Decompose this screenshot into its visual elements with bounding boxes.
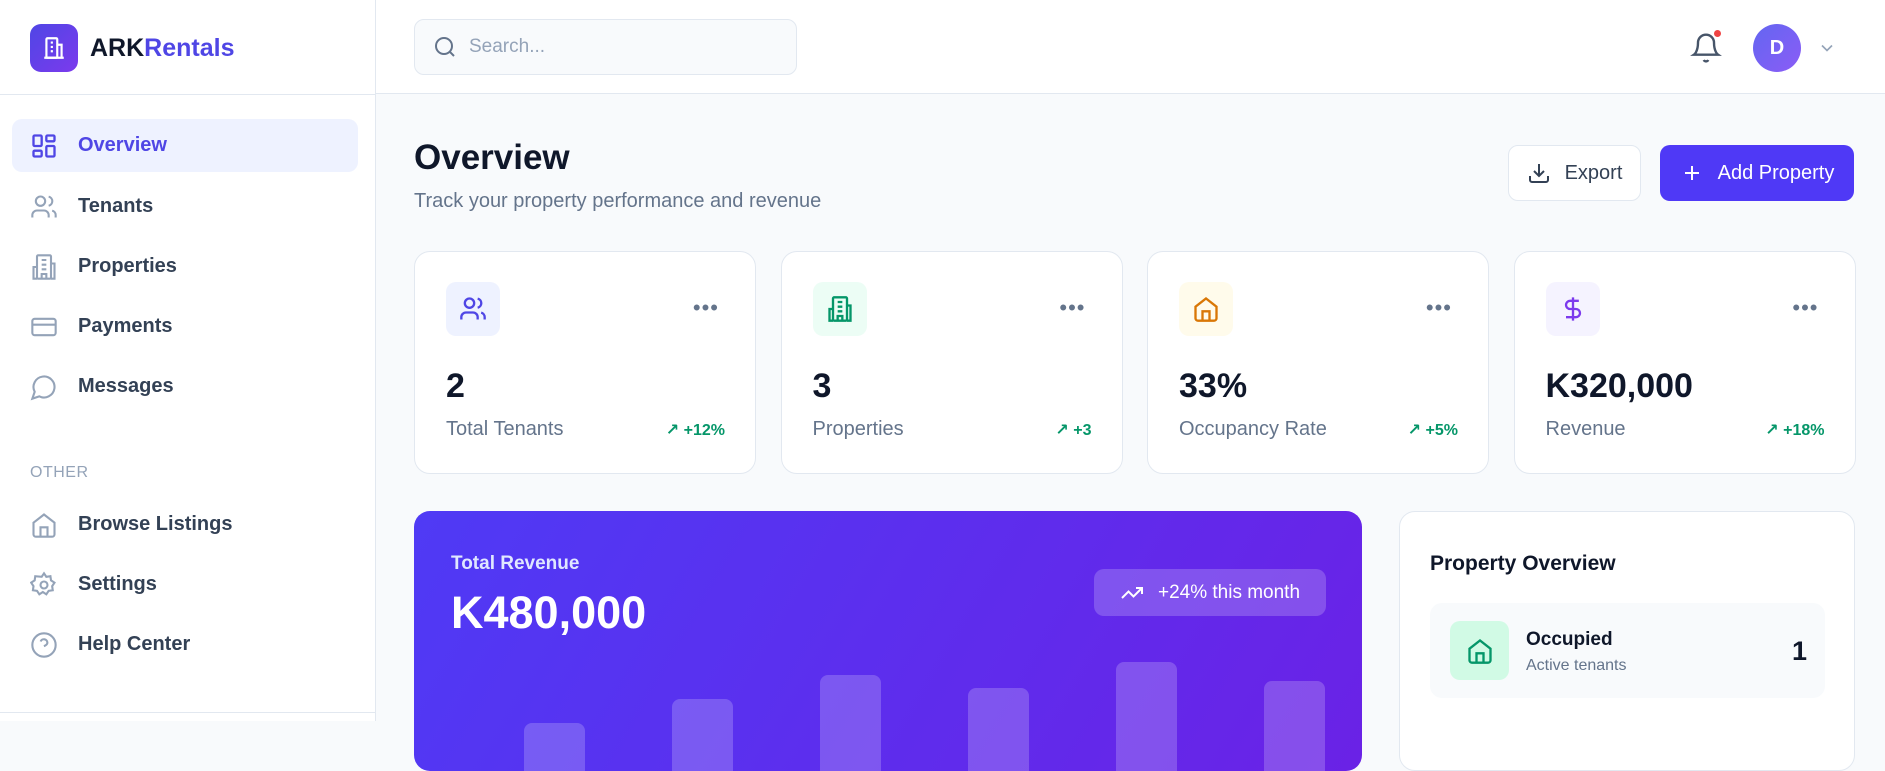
more-options-icon[interactable]: ••• xyxy=(1059,295,1086,320)
stat-change-value: +18% xyxy=(1783,422,1825,439)
stat-label: Total Tenants xyxy=(446,418,564,440)
home-icon xyxy=(1179,282,1233,336)
arrow-up-right-icon: ↗ xyxy=(665,422,684,439)
building-icon xyxy=(812,282,867,336)
add-property-label: Add Property xyxy=(1717,161,1835,184)
building-icon xyxy=(32,253,56,280)
sidebar-item-label: Help Center xyxy=(78,633,191,655)
revenue-bar xyxy=(1116,662,1177,771)
revenue-badge-text: +24% this month xyxy=(1157,581,1301,603)
sidebar-item-messages[interactable]: Messages xyxy=(12,360,358,413)
sidebar-item-help-center[interactable]: Help Center xyxy=(12,618,358,671)
sidebar-item-label: Properties xyxy=(78,255,177,277)
row-name: Occupied xyxy=(1526,629,1613,650)
chevron-down-icon[interactable] xyxy=(1817,38,1837,58)
stat-value: 33% xyxy=(1179,367,1248,405)
logo[interactable]: ARKRentals xyxy=(30,24,234,72)
sidebar-item-label: Tenants xyxy=(78,195,154,217)
sidebar-item-label: Browse Listings xyxy=(78,513,233,535)
dollar-icon xyxy=(1545,282,1600,336)
sidebar-item-browse-listings[interactable]: Browse Listings xyxy=(12,498,358,551)
stat-label: Occupancy Rate xyxy=(1179,418,1327,440)
page-title: Overview xyxy=(414,138,570,177)
stat-label: Properties xyxy=(812,418,904,440)
row-count: 1 xyxy=(1791,636,1807,666)
brand-name-a: ARK xyxy=(90,33,145,62)
stat-value: 2 xyxy=(446,367,465,405)
revenue-amount: K480,000 xyxy=(451,587,647,638)
arrow-up-right-icon: ↗ xyxy=(1407,422,1426,439)
divider xyxy=(0,712,376,713)
more-options-icon[interactable]: ••• xyxy=(692,295,719,320)
download-icon xyxy=(1528,164,1549,183)
sidebar-item-label: Settings xyxy=(78,573,157,595)
stat-change: ↗ +3 xyxy=(1055,420,1091,440)
revenue-bar xyxy=(524,723,585,771)
export-label: Export xyxy=(1564,161,1623,184)
avatar[interactable]: D xyxy=(1753,24,1801,72)
list-item-occupied[interactable]: Occupied Active tenants 1 xyxy=(1430,603,1825,698)
stat-card: ••• 33% Occupancy Rate ↗ +5% xyxy=(1147,251,1489,474)
stat-label: Revenue xyxy=(1545,418,1626,440)
arrow-up-right-icon: ↗ xyxy=(1765,422,1784,439)
sidebar: ARKRentals Overview Tenants Properties P… xyxy=(0,0,376,721)
credit-card-icon xyxy=(31,317,57,336)
sidebar-item-overview[interactable]: Overview xyxy=(12,119,358,172)
search-input[interactable] xyxy=(469,36,769,58)
more-options-icon[interactable]: ••• xyxy=(1792,295,1819,320)
revenue-bar xyxy=(672,699,733,771)
stat-value: K320,000 xyxy=(1545,367,1693,405)
notification-dot xyxy=(1712,28,1723,39)
search-box[interactable] xyxy=(414,19,797,75)
grid-icon xyxy=(32,133,56,158)
sidebar-item-payments[interactable]: Payments xyxy=(12,300,358,353)
stat-value: 3 xyxy=(812,367,832,405)
revenue-bar xyxy=(820,675,881,771)
stat-change: ↗ +18% xyxy=(1765,420,1824,440)
arrow-up-right-icon: ↗ xyxy=(1055,422,1074,439)
users-icon xyxy=(446,282,500,336)
revenue-change-badge: +24% this month xyxy=(1094,569,1326,616)
bell-icon[interactable] xyxy=(1690,32,1722,64)
property-overview-title: Property Overview xyxy=(1430,552,1616,575)
sidebar-item-settings[interactable]: Settings xyxy=(12,558,358,611)
section-label-other: OTHER xyxy=(30,464,89,481)
stat-change-value: +5% xyxy=(1425,422,1458,439)
plus-icon xyxy=(1684,166,1699,180)
stat-change-value: +12% xyxy=(683,422,725,439)
page-subtitle: Track your property performance and reve… xyxy=(414,190,822,212)
add-property-button[interactable]: Add Property xyxy=(1660,145,1854,201)
message-icon xyxy=(30,374,56,400)
brand-name-b: Rentals xyxy=(144,33,235,62)
home-icon xyxy=(32,512,56,538)
stat-change: ↗ +5% xyxy=(1408,420,1458,440)
revenue-label: Total Revenue xyxy=(451,553,580,574)
more-options-icon[interactable]: ••• xyxy=(1425,295,1452,320)
divider xyxy=(0,94,376,95)
building-icon xyxy=(30,24,78,72)
export-button[interactable]: Export xyxy=(1508,145,1641,201)
sidebar-item-label: Overview xyxy=(78,134,167,156)
stat-change: ↗ +12% xyxy=(666,420,725,440)
total-revenue-card: Total Revenue K480,000 +24% this month xyxy=(414,511,1362,771)
row-subtitle: Active tenants xyxy=(1526,657,1627,674)
trending-up-icon xyxy=(1121,586,1143,599)
top-header: D xyxy=(376,0,1885,94)
sidebar-item-tenants[interactable]: Tenants xyxy=(12,180,358,233)
home-icon xyxy=(1450,621,1509,680)
help-icon xyxy=(31,631,57,658)
sidebar-item-label: Messages xyxy=(78,375,174,397)
stat-card: ••• 3 Properties ↗ +3 xyxy=(780,251,1123,474)
users-icon xyxy=(31,194,57,217)
gear-icon xyxy=(30,570,56,596)
revenue-bar xyxy=(1264,681,1325,771)
sidebar-item-properties[interactable]: Properties xyxy=(12,240,358,293)
sidebar-item-label: Payments xyxy=(78,315,173,337)
stat-change-value: +3 xyxy=(1073,422,1092,439)
stat-card: ••• K320,000 Revenue ↗ +18% xyxy=(1513,251,1856,474)
search-icon xyxy=(435,37,455,57)
property-overview-card: Property Overview Occupied Active tenant… xyxy=(1399,511,1855,771)
revenue-bar xyxy=(968,687,1029,771)
stat-card: ••• 2 Total Tenants ↗ +12% xyxy=(414,251,756,474)
